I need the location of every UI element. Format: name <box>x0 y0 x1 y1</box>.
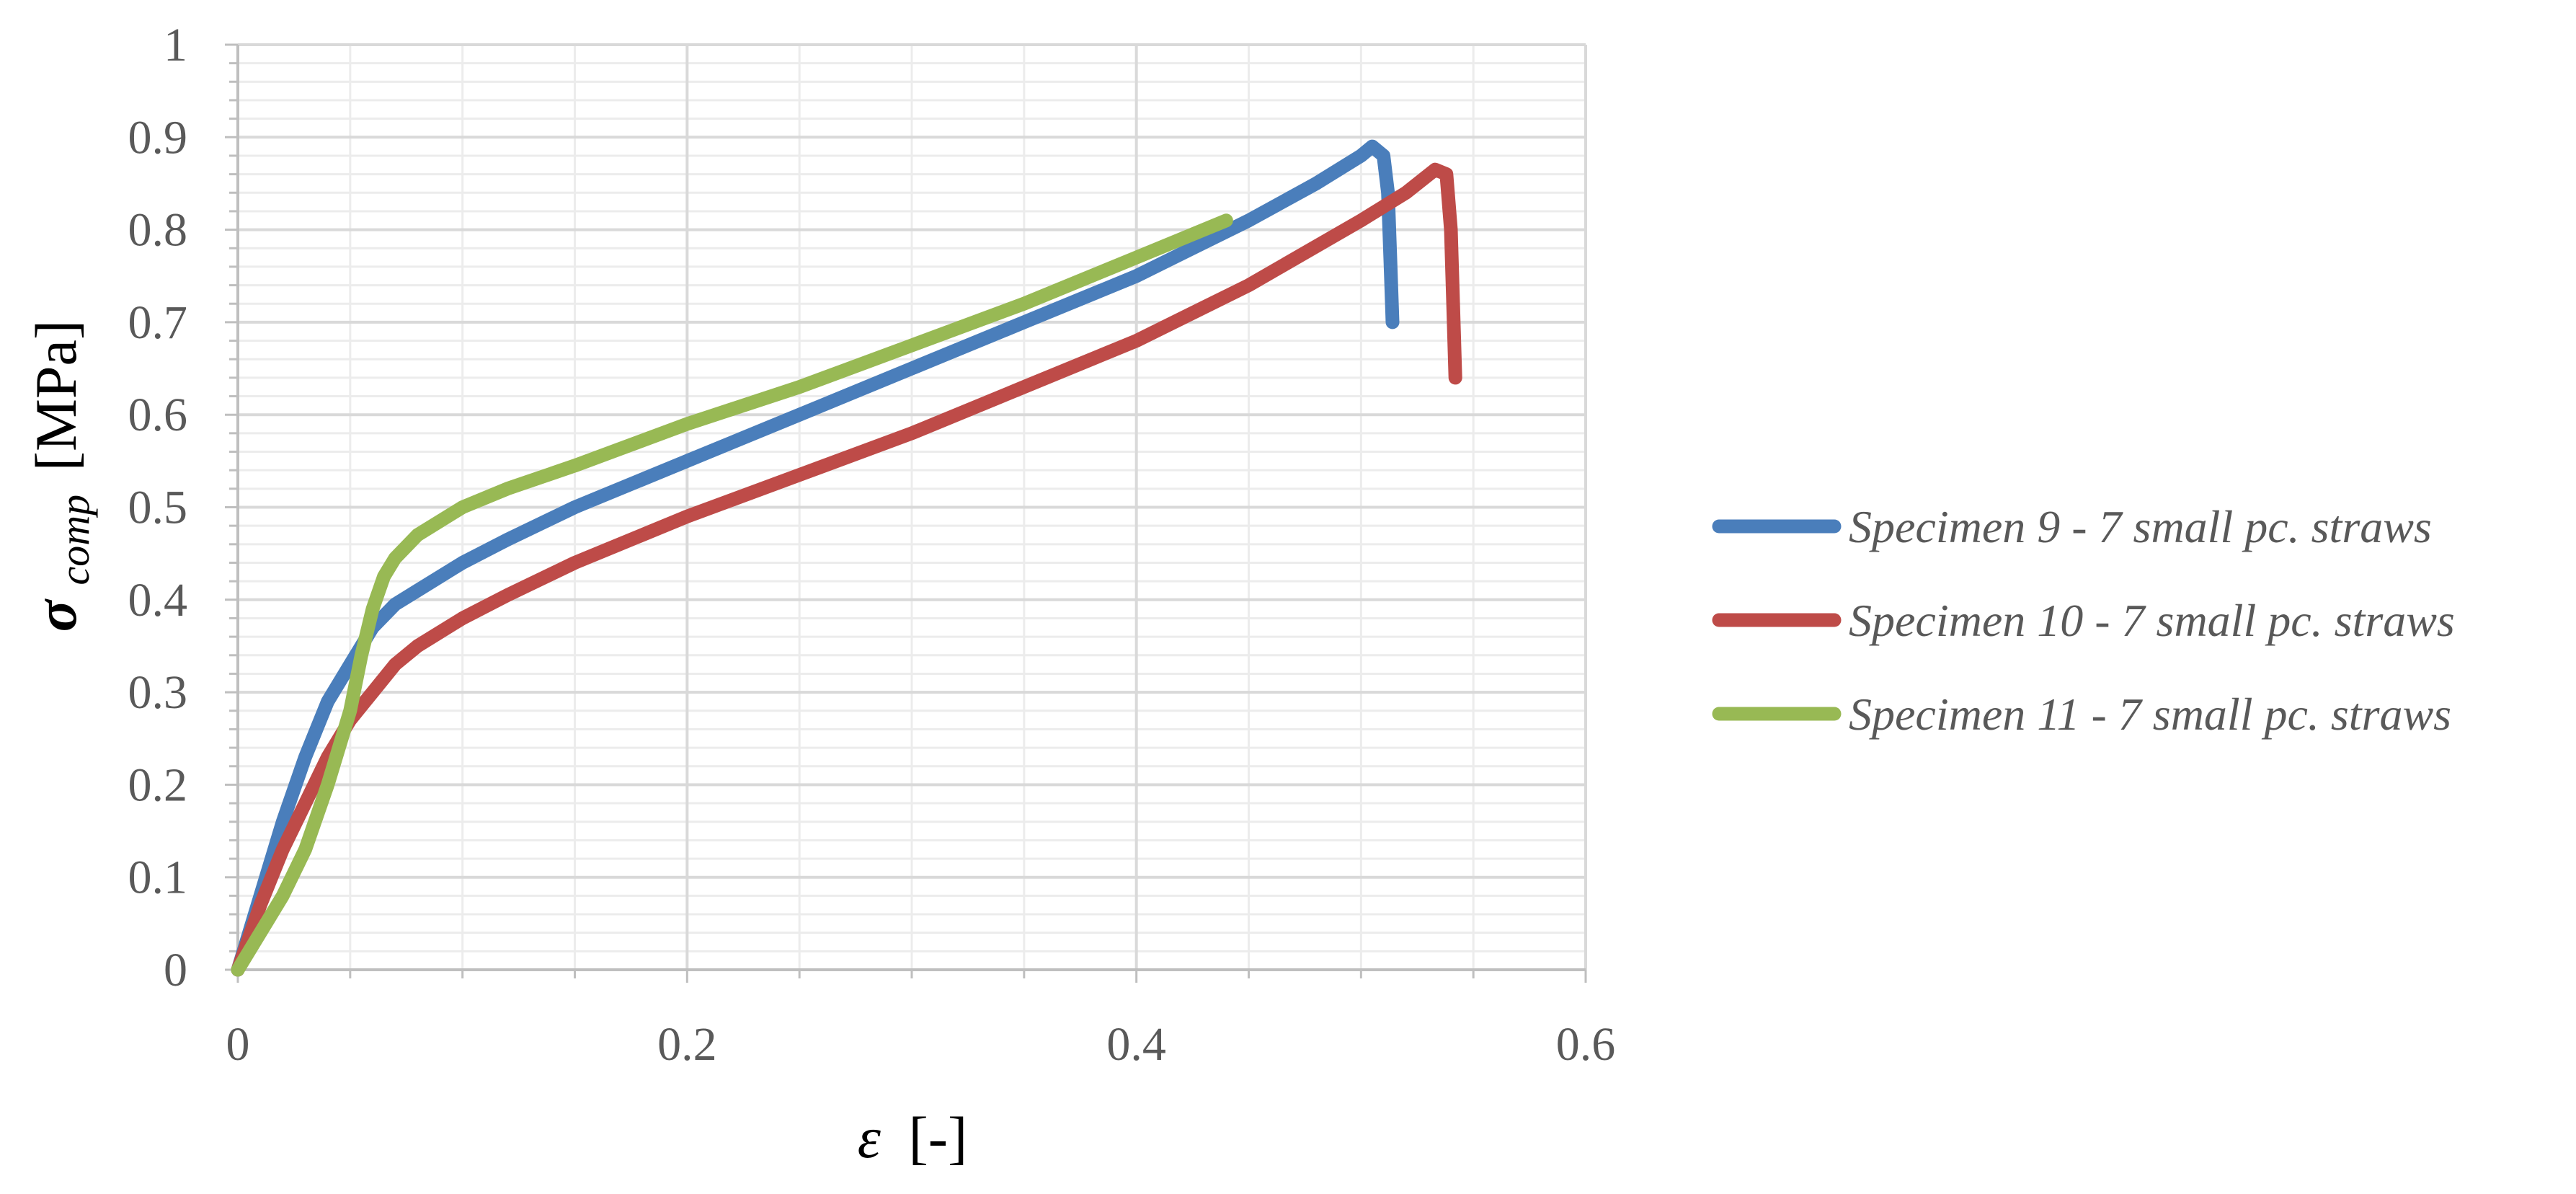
y-tick-label: 0 <box>164 944 187 996</box>
y-tick-label: 0.9 <box>128 111 188 164</box>
x-axis-unit: [-] <box>908 1105 967 1170</box>
y-tick-label: 0.3 <box>128 666 188 719</box>
grid-layer <box>238 43 1587 970</box>
series-line-3 <box>231 213 1233 977</box>
legend-label-2: Specimen 10 - 7 small pc. straws <box>1849 595 2455 646</box>
y-tick-label: 1 <box>164 19 187 71</box>
y-tick-label: 0.7 <box>128 296 188 349</box>
y-axis-symbol: σ <box>23 598 89 632</box>
y-axis-title: σ comp [MPa] <box>23 320 102 632</box>
x-axis-symbol: ε <box>858 1105 881 1170</box>
x-tick-label: 0.6 <box>1556 1018 1616 1071</box>
legend-label-3: Specimen 11 - 7 small pc. straws <box>1849 689 2451 740</box>
y-axis-subscript: comp <box>51 495 98 585</box>
y-tick-label: 0.6 <box>128 389 188 441</box>
axis-layer: 0 0.1 0.2 0.3 0.4 0.5 0.6 0.7 0.8 0.9 1 0 0.2 0.4 0.6 <box>128 19 1616 1071</box>
y-tick-label: 0.5 <box>128 482 188 534</box>
y-tick-label: 0.8 <box>128 204 188 257</box>
x-tick-label: 0 <box>226 1018 250 1071</box>
x-tick-label: 0.2 <box>657 1018 717 1071</box>
legend-label-1: Specimen 9 - 7 small pc. straws <box>1849 501 2432 552</box>
x-axis-title: ε [-] <box>858 1105 968 1170</box>
x-tick-label: 0.4 <box>1106 1018 1166 1071</box>
legend: Specimen 9 - 7 small pc. straws Specimen … <box>1712 501 2455 740</box>
series-line-1 <box>231 139 1400 977</box>
y-tick-label: 0.4 <box>128 574 188 627</box>
y-tick-label: 0.1 <box>128 852 188 904</box>
series-line-2 <box>231 162 1462 977</box>
series-layer <box>231 139 1462 977</box>
y-tick-label: 0.2 <box>128 759 188 811</box>
y-axis-unit: [MPa] <box>23 320 89 472</box>
